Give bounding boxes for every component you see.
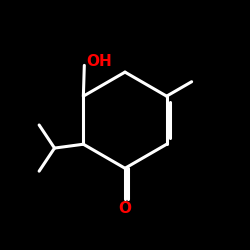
Text: OH: OH [86,54,112,69]
Text: O: O [118,201,132,216]
